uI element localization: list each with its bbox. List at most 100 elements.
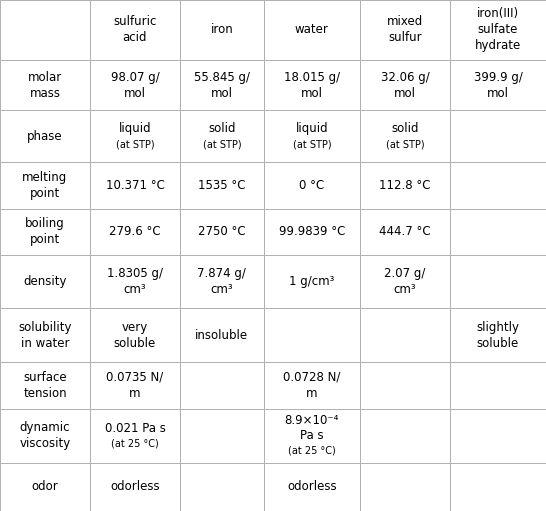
Text: 112.8 °C: 112.8 °C bbox=[379, 179, 431, 192]
Bar bbox=[180, 110, 264, 162]
Text: 32.06 g/
mol: 32.06 g/ mol bbox=[381, 71, 429, 100]
Text: odorless: odorless bbox=[287, 480, 337, 493]
Bar bbox=[0, 110, 90, 162]
Text: very
soluble: very soluble bbox=[114, 321, 156, 350]
Bar bbox=[450, 110, 546, 162]
Text: odorless: odorless bbox=[110, 480, 160, 493]
Text: 279.6 °C: 279.6 °C bbox=[109, 225, 161, 238]
Bar bbox=[180, 162, 264, 208]
Bar bbox=[180, 462, 264, 511]
Bar bbox=[90, 308, 180, 362]
Text: 8.9×10⁻⁴: 8.9×10⁻⁴ bbox=[284, 414, 339, 427]
Text: 0.021 Pa s: 0.021 Pa s bbox=[104, 422, 165, 434]
Bar bbox=[360, 60, 450, 110]
Bar bbox=[360, 255, 450, 308]
Bar bbox=[180, 208, 264, 255]
Text: odor: odor bbox=[32, 480, 58, 493]
Bar bbox=[90, 362, 180, 409]
Bar bbox=[360, 362, 450, 409]
Bar bbox=[180, 0, 264, 60]
Bar bbox=[0, 462, 90, 511]
Bar bbox=[90, 409, 180, 462]
Bar bbox=[450, 162, 546, 208]
Bar bbox=[90, 162, 180, 208]
Text: 0.0728 N/
m: 0.0728 N/ m bbox=[283, 371, 341, 400]
Bar bbox=[264, 0, 360, 60]
Text: boiling
point: boiling point bbox=[25, 217, 65, 246]
Bar bbox=[264, 208, 360, 255]
Bar bbox=[360, 308, 450, 362]
Bar bbox=[180, 362, 264, 409]
Text: solid: solid bbox=[208, 123, 236, 135]
Text: liquid: liquid bbox=[295, 123, 328, 135]
Bar bbox=[360, 462, 450, 511]
Bar bbox=[360, 110, 450, 162]
Text: 1 g/cm³: 1 g/cm³ bbox=[289, 275, 335, 288]
Text: mixed
sulfur: mixed sulfur bbox=[387, 15, 423, 44]
Bar bbox=[450, 362, 546, 409]
Bar bbox=[180, 308, 264, 362]
Text: 55.845 g/
mol: 55.845 g/ mol bbox=[194, 71, 250, 100]
Bar bbox=[360, 208, 450, 255]
Text: iron: iron bbox=[211, 24, 233, 36]
Bar bbox=[360, 409, 450, 462]
Bar bbox=[0, 0, 90, 60]
Text: 0 °C: 0 °C bbox=[299, 179, 324, 192]
Text: 2.07 g/
cm³: 2.07 g/ cm³ bbox=[384, 267, 425, 296]
Text: solubility
in water: solubility in water bbox=[18, 321, 72, 350]
Text: 2750 °C: 2750 °C bbox=[198, 225, 246, 238]
Text: melting
point: melting point bbox=[22, 171, 68, 200]
Bar bbox=[90, 208, 180, 255]
Bar bbox=[360, 0, 450, 60]
Text: (at 25 °C): (at 25 °C) bbox=[111, 439, 159, 449]
Bar bbox=[90, 462, 180, 511]
Text: water: water bbox=[295, 24, 329, 36]
Bar bbox=[180, 60, 264, 110]
Text: (at STP): (at STP) bbox=[385, 139, 424, 149]
Bar bbox=[450, 255, 546, 308]
Text: 98.07 g/
mol: 98.07 g/ mol bbox=[111, 71, 159, 100]
Text: liquid: liquid bbox=[118, 123, 151, 135]
Text: 1535 °C: 1535 °C bbox=[198, 179, 246, 192]
Text: 399.9 g/
mol: 399.9 g/ mol bbox=[473, 71, 523, 100]
Text: surface
tension: surface tension bbox=[23, 371, 67, 400]
Text: 99.9839 °C: 99.9839 °C bbox=[278, 225, 345, 238]
Text: (at STP): (at STP) bbox=[203, 139, 241, 149]
Bar bbox=[264, 362, 360, 409]
Text: (at STP): (at STP) bbox=[116, 139, 155, 149]
Bar bbox=[360, 162, 450, 208]
Text: slightly
soluble: slightly soluble bbox=[477, 321, 519, 350]
Text: Pa s: Pa s bbox=[300, 429, 324, 442]
Bar bbox=[450, 308, 546, 362]
Bar bbox=[0, 308, 90, 362]
Text: (at STP): (at STP) bbox=[293, 139, 331, 149]
Bar bbox=[450, 0, 546, 60]
Text: sulfuric
acid: sulfuric acid bbox=[113, 15, 157, 44]
Bar bbox=[0, 60, 90, 110]
Text: phase: phase bbox=[27, 130, 63, 143]
Bar bbox=[450, 462, 546, 511]
Text: 7.874 g/
cm³: 7.874 g/ cm³ bbox=[198, 267, 246, 296]
Bar bbox=[0, 409, 90, 462]
Bar bbox=[180, 409, 264, 462]
Bar bbox=[90, 255, 180, 308]
Bar bbox=[180, 255, 264, 308]
Bar bbox=[90, 0, 180, 60]
Bar bbox=[90, 60, 180, 110]
Text: 444.7 °C: 444.7 °C bbox=[379, 225, 431, 238]
Bar bbox=[450, 409, 546, 462]
Bar bbox=[450, 208, 546, 255]
Text: dynamic
viscosity: dynamic viscosity bbox=[19, 421, 70, 450]
Bar bbox=[0, 255, 90, 308]
Text: iron(III)
sulfate
hydrate: iron(III) sulfate hydrate bbox=[475, 8, 521, 53]
Text: 18.015 g/
mol: 18.015 g/ mol bbox=[284, 71, 340, 100]
Bar bbox=[0, 362, 90, 409]
Bar bbox=[264, 162, 360, 208]
Bar bbox=[0, 208, 90, 255]
Text: density: density bbox=[23, 275, 67, 288]
Text: (at 25 °C): (at 25 °C) bbox=[288, 446, 336, 456]
Bar bbox=[450, 60, 546, 110]
Text: solid: solid bbox=[391, 123, 419, 135]
Bar bbox=[264, 409, 360, 462]
Bar bbox=[0, 162, 90, 208]
